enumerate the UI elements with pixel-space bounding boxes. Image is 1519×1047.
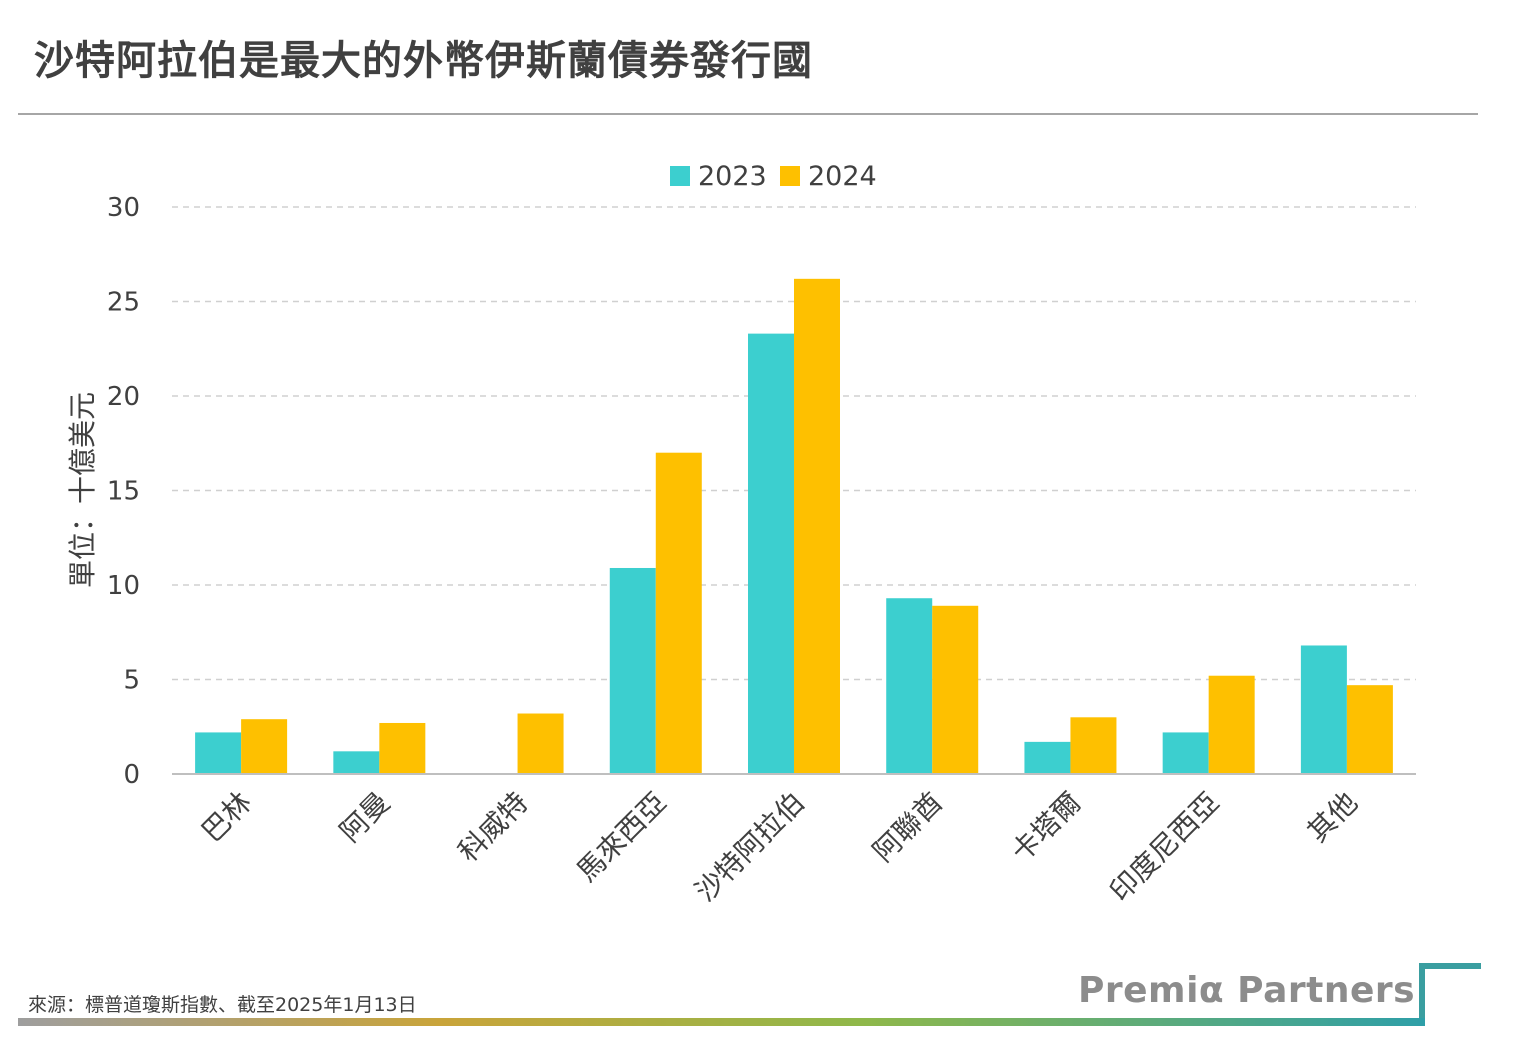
- legend: 2023 2024: [670, 161, 877, 192]
- x-category-label: 沙特阿拉伯: [689, 786, 811, 908]
- bar-2023: [195, 732, 242, 774]
- y-tick-label: 25: [107, 288, 140, 318]
- bar-chart: 0 5 10 15 20 25 30 巴林 阿曼 科威特 馬來西亞 沙特阿拉伯 阿聯酋 卡塔爾 印度尼西亞…: [66, 161, 1416, 908]
- y-tick-label: 15: [107, 477, 140, 507]
- bar-2024: [517, 713, 564, 774]
- bar-2023: [1024, 741, 1071, 774]
- brand-logo: Premiα Partners: [1078, 970, 1416, 1011]
- bar-2024: [1346, 685, 1393, 774]
- bars: [195, 278, 1393, 774]
- x-category-label: 馬來西亞: [570, 786, 673, 889]
- y-axis-ticks: 0 5 10 15 20 25 30: [107, 193, 140, 790]
- source-note: 來源：標普道瓊斯指數、截至2025年1月13日: [28, 994, 417, 1016]
- x-axis-categories: 巴林 阿曼 科威特 馬來西亞 沙特阿拉伯 阿聯酋 卡塔爾 印度尼西亞 其他: [195, 786, 1364, 908]
- footer-gradient-bar: [18, 1018, 1425, 1026]
- y-tick-label: 30: [107, 193, 140, 223]
- x-category-label: 其他: [1301, 786, 1364, 849]
- x-category-label: 科威特: [452, 786, 535, 869]
- bar-2024: [794, 278, 840, 774]
- bar-2024: [1070, 717, 1117, 774]
- bar-2024: [932, 605, 979, 774]
- bar-2024: [379, 722, 426, 774]
- bar-2024: [1208, 675, 1255, 774]
- legend-label: 2024: [808, 161, 877, 192]
- x-category-label: 阿曼: [333, 786, 396, 849]
- bar-2023: [1300, 645, 1347, 774]
- title-divider: [18, 113, 1478, 115]
- bar-2023: [1162, 732, 1209, 774]
- y-tick-label: 0: [123, 760, 140, 790]
- page-title: 沙特阿拉伯是最大的外幣伊斯蘭債券發行國: [34, 38, 813, 84]
- legend-swatch: [780, 166, 800, 186]
- y-tick-label: 5: [123, 666, 140, 696]
- bar-2024: [655, 452, 702, 774]
- legend-label: 2023: [698, 161, 767, 192]
- x-category-label: 印度尼西亞: [1103, 786, 1225, 908]
- bar-2023: [333, 751, 380, 774]
- bar-2023: [886, 598, 933, 774]
- y-axis-title: 單位：十億美元: [66, 392, 99, 588]
- y-tick-label: 20: [107, 382, 140, 412]
- bar-2023: [609, 567, 656, 774]
- bar-2023: [748, 333, 794, 774]
- x-category-label: 巴林: [195, 786, 258, 849]
- legend-swatch: [670, 166, 690, 186]
- x-category-label: 卡塔爾: [1005, 786, 1088, 869]
- bar-2024: [241, 719, 288, 774]
- x-category-label: 阿聯酋: [866, 786, 949, 869]
- brand-corner-mark: [1419, 963, 1481, 1021]
- y-tick-label: 10: [107, 571, 140, 601]
